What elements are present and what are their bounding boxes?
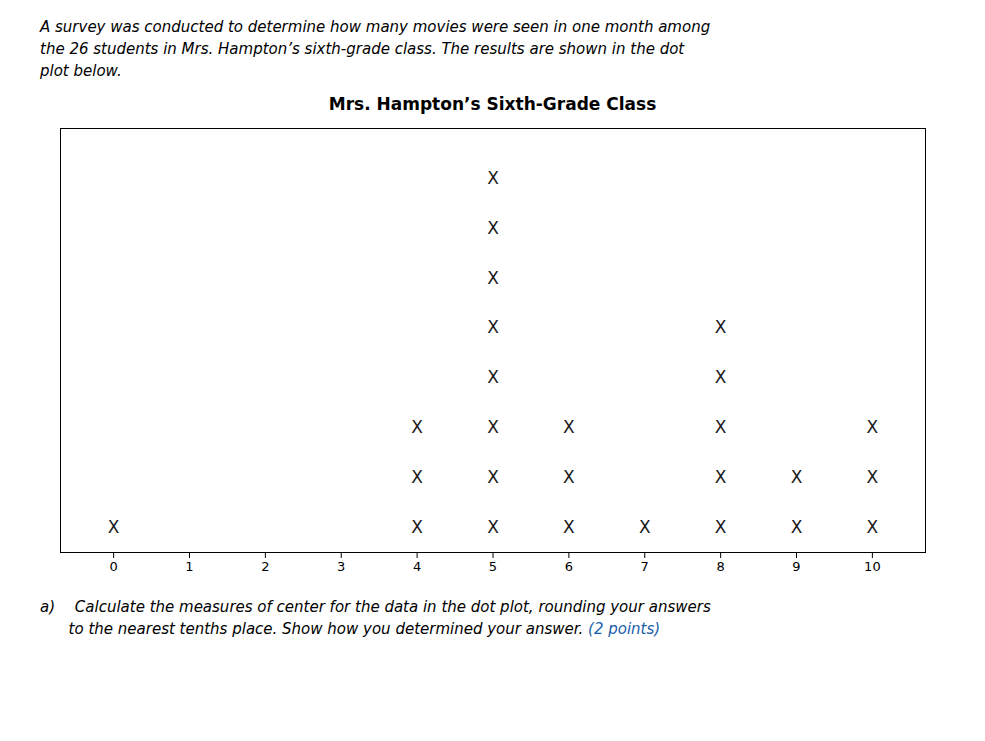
html-text:the 26 students in Mrs. Hampto: the 26 students in Mrs. Hampton’s sixth-…	[40, 40, 685, 58]
svg-text:X: X	[487, 367, 499, 387]
svg-text:8: 8	[716, 559, 724, 574]
svg-text:5: 5	[489, 559, 497, 574]
svg-text:X: X	[715, 317, 727, 337]
svg-text:X: X	[867, 517, 879, 537]
svg-text:1: 1	[185, 559, 193, 574]
html-text:to the nearest tenths place. S: to the nearest tenths place. Show how yo…	[40, 620, 661, 638]
svg-text:X: X	[639, 517, 651, 537]
svg-text:X: X	[487, 417, 499, 437]
html-text:Mrs. Hampton’s Sixth-Grade Cla: Mrs. Hampton’s Sixth-Grade Class	[328, 94, 657, 114]
svg-text:X: X	[791, 517, 803, 537]
svg-text:7: 7	[641, 559, 649, 574]
svg-text:X: X	[563, 467, 575, 487]
html-text:plot below.: plot below.	[40, 62, 122, 80]
svg-text:X: X	[715, 467, 727, 487]
svg-text:X: X	[411, 417, 423, 437]
svg-text:X: X	[563, 517, 575, 537]
svg-text:X: X	[487, 268, 499, 288]
svg-text:X: X	[563, 417, 575, 437]
html-text:a) Calculate the measures of c: a) Calculate the measures of center for …	[40, 598, 711, 616]
svg-text:X: X	[411, 517, 423, 537]
svg-text:6: 6	[565, 559, 573, 574]
svg-text:X: X	[867, 467, 879, 487]
svg-text:X: X	[715, 517, 727, 537]
svg-text:X: X	[791, 467, 803, 487]
svg-text:X: X	[487, 168, 499, 188]
svg-text:X: X	[487, 317, 499, 337]
svg-text:10: 10	[864, 559, 881, 574]
svg-text:9: 9	[792, 559, 800, 574]
svg-text:3: 3	[337, 559, 345, 574]
svg-text:X: X	[411, 467, 423, 487]
svg-text:0: 0	[109, 559, 117, 574]
svg-text:X: X	[108, 517, 120, 537]
svg-text:X: X	[867, 417, 879, 437]
svg-text:X: X	[487, 467, 499, 487]
svg-text:X: X	[715, 417, 727, 437]
svg-text:X: X	[715, 367, 727, 387]
svg-text:4: 4	[413, 559, 421, 574]
svg-text:X: X	[487, 517, 499, 537]
svg-text:2: 2	[261, 559, 269, 574]
svg-text:X: X	[487, 218, 499, 238]
html-text:A survey was conducted to dete: A survey was conducted to determine how …	[40, 18, 711, 36]
